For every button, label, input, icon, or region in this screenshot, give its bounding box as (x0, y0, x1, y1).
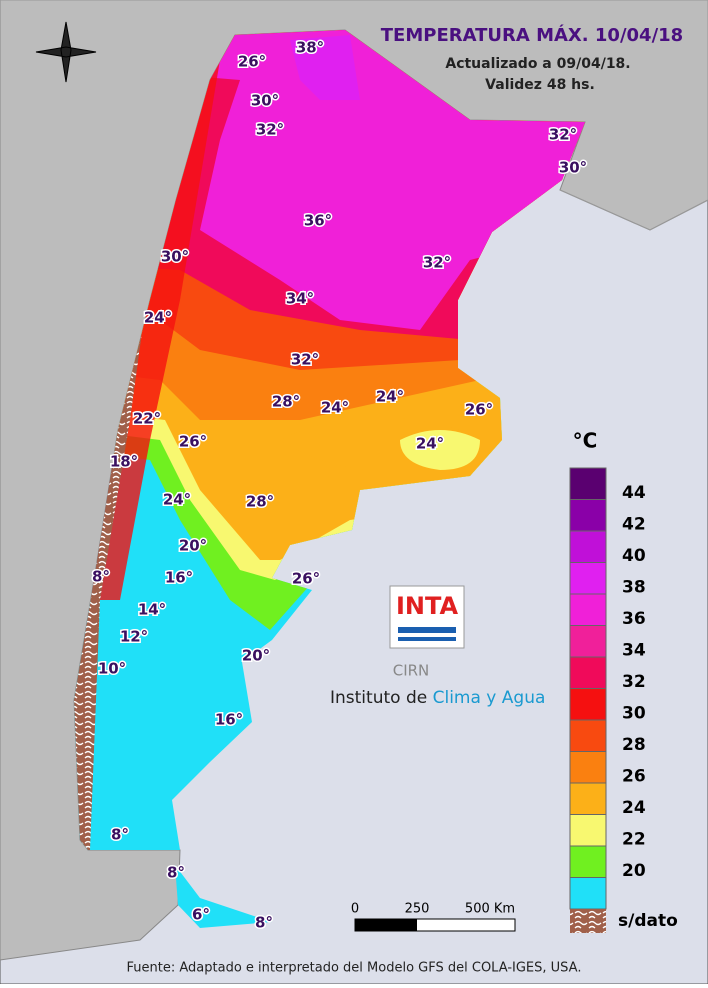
isotherm-label: 14° (138, 601, 166, 619)
isotherm-label: 24° (416, 435, 444, 453)
legend-label: 32 (622, 672, 646, 692)
logo-name: Instituto de Clima y Agua (330, 688, 545, 708)
legend-label: 44 (622, 483, 646, 503)
isotherm-label: 20° (242, 647, 270, 665)
legend-label: 38 (622, 577, 646, 597)
logo-acronym: INTA (396, 592, 459, 620)
compass (35, 21, 97, 83)
isotherm-label: 8° (111, 826, 129, 844)
isotherm-label: 24° (321, 399, 349, 417)
isotherm-label: 20° (179, 537, 207, 555)
logo: INTA CIRN Instituto de Clima y Agua (330, 585, 545, 708)
legend-swatch (569, 877, 607, 910)
footer: Fuente: Adaptado e interpretado del Mode… (127, 961, 582, 976)
isotherm-label: 16° (165, 569, 193, 587)
isotherm-label: 26° (179, 433, 207, 451)
isotherm-label: 8° (255, 914, 273, 932)
isotherm-label: 32° (256, 121, 284, 139)
legend-unit: °C (573, 429, 598, 453)
updated: Actualizado a 09/04/18. (445, 56, 630, 72)
isotherm-label: 8° (92, 568, 110, 586)
logo-center: CIRN (393, 662, 430, 680)
legend-swatch (569, 593, 607, 626)
legend-swatch (569, 562, 607, 595)
isotherm-label: 34° (286, 290, 314, 308)
isotherm-label: 36° (304, 212, 332, 230)
legend-swatch (569, 499, 607, 532)
isotherm-label: 6° (192, 906, 210, 924)
isotherm-label: 24° (163, 491, 191, 509)
isotherm-label: 32° (549, 126, 577, 144)
legend-label: 30 (622, 703, 646, 723)
legend-label: 26 (622, 766, 646, 786)
isotherm-label: 16° (215, 711, 243, 729)
isotherm-label: 12° (120, 628, 148, 646)
isotherm-label: 30° (161, 248, 189, 266)
legend-swatch (569, 814, 607, 847)
isotherm-label: 38° (296, 39, 324, 57)
legend-label: 42 (622, 514, 646, 534)
isotherm-label: 26° (465, 401, 493, 419)
scale-label: 250 (405, 902, 430, 917)
isotherm-label: 30° (251, 92, 279, 110)
isotherm-label: 10° (98, 660, 126, 678)
legend-swatch (569, 656, 607, 689)
isotherm-label: 32° (291, 351, 319, 369)
isotherm-label: 30° (559, 159, 587, 177)
no-data-swatch (570, 909, 606, 933)
scale-bar: 0 250 500 Km (351, 902, 516, 932)
legend-swatch (569, 719, 607, 752)
isotherm-label: 24° (376, 388, 404, 406)
isotherm-label: 18° (110, 453, 138, 471)
legend-label: 40 (622, 546, 646, 566)
legend-label: 22 (622, 829, 646, 849)
legend-swatch (569, 751, 607, 784)
isotherm-label: 28° (272, 393, 300, 411)
logo-name-highlight: Clima y Agua (433, 688, 546, 708)
title: TEMPERATURA MÁX. 10/04/18 (381, 24, 683, 46)
isotherm-label: 8° (167, 864, 185, 882)
legend-label: 24 (622, 798, 646, 818)
legend-label: 34 (622, 640, 646, 660)
legend-swatch (569, 625, 607, 658)
isotherm-label: 26° (292, 570, 320, 588)
legend-swatch (569, 530, 607, 563)
scale-label: 0 (351, 902, 359, 917)
legend-label: 28 (622, 735, 646, 755)
isotherm-label: 26° (238, 53, 266, 71)
validity: Validez 48 hs. (485, 77, 595, 93)
isotherm-label: 28° (246, 493, 274, 511)
border (0, 0, 708, 231)
no-data-label: s/dato (618, 911, 678, 931)
legend-swatch (569, 782, 607, 815)
legend-swatch (569, 688, 607, 721)
legend-swatch (569, 845, 607, 878)
isotherm-label: 32° (423, 254, 451, 272)
isotherm-label: 24° (144, 309, 172, 327)
isotherm-label: 22° (133, 410, 161, 428)
legend-label: 36 (622, 609, 646, 629)
logo-name-prefix: Instituto de (330, 688, 433, 708)
legend-label: 20 (622, 861, 646, 881)
scale-label: 500 Km (465, 902, 515, 917)
legend-swatch (569, 467, 607, 500)
